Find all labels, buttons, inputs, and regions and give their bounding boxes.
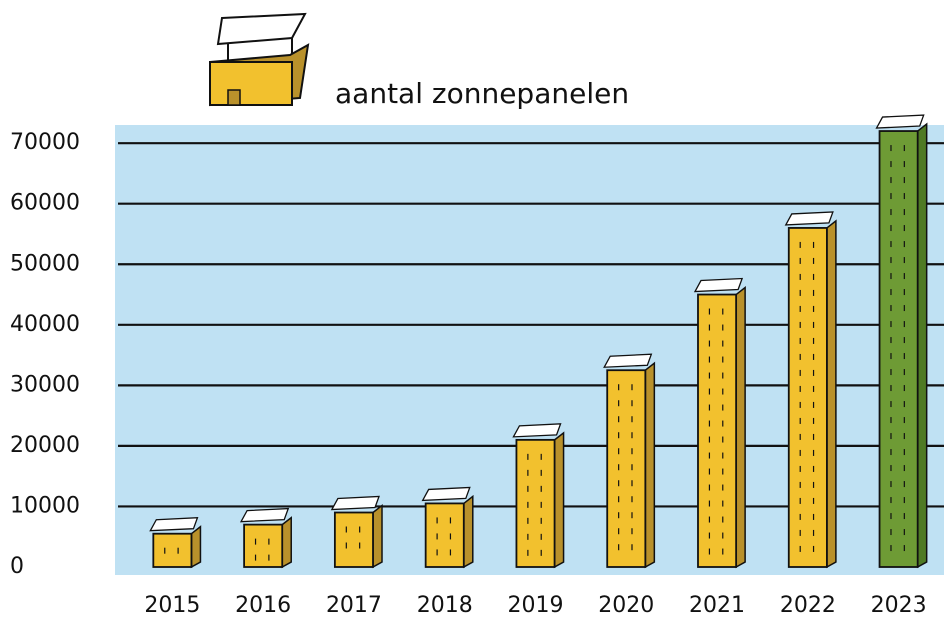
y-tick-label: 40000 [10,312,80,337]
bar-side [372,503,383,569]
bar-side [644,361,656,569]
bar [697,293,738,568]
bar-roof [421,486,471,502]
bar-side [281,516,292,569]
x-tick-label: 2019 [508,593,564,618]
bar-side [553,431,565,569]
bar-side [826,219,837,569]
bar-side [463,494,474,569]
legend-icon [209,12,310,107]
y-tick-label: 70000 [10,130,80,155]
bar [787,227,828,568]
bar-roof [149,517,199,532]
bar-roof [875,114,925,129]
bar-roof [239,507,290,523]
bar [243,523,284,568]
x-tick-label: 2022 [780,593,836,618]
y-tick-label: 30000 [10,372,80,397]
bar-roof [330,495,380,511]
x-tick-label: 2021 [689,593,745,618]
bar [515,438,556,568]
x-tick-label: 2015 [144,593,200,618]
bar [606,369,647,568]
bar [333,511,374,568]
legend-label: aantal zonnepanelen [335,77,629,110]
y-tick-label: 20000 [10,433,80,458]
y-tick-label: 60000 [10,191,80,216]
x-tick-label: 2016 [235,593,291,618]
bar-roof [603,353,653,368]
bar-roof [693,277,744,293]
bar [152,532,193,568]
x-tick-label: 2023 [871,593,927,618]
x-tick-label: 2017 [326,593,382,618]
y-tick-label: 50000 [10,251,80,276]
bar-roof [512,423,562,438]
x-tick-label: 2020 [598,593,654,618]
bar-roof [784,211,834,226]
y-tick-label: 0 [10,554,24,579]
bar-side [735,286,746,569]
bar [878,130,919,568]
x-tick-label: 2018 [417,593,473,618]
bar [424,502,465,568]
y-tick-label: 10000 [10,493,80,518]
bar-side [190,525,202,569]
bar-side [916,122,928,569]
